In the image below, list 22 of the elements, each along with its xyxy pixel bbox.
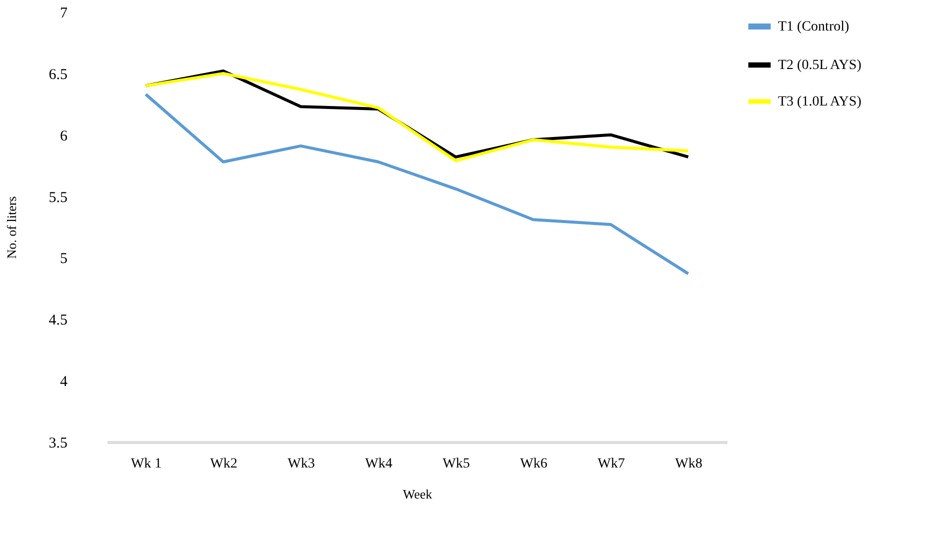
x-tick-label: Wk7 — [598, 456, 625, 472]
line-series — [144, 92, 690, 276]
y-tick-label: 5.5 — [48, 190, 68, 206]
y-tick-label: 6.5 — [48, 66, 68, 83]
y-tick-label: 4 — [60, 374, 68, 390]
y-tick-label: 4.5 — [48, 312, 68, 329]
legend-label: T2 (0.5L AYS) — [778, 58, 862, 73]
x-tick-label: Wk4 — [365, 456, 392, 472]
y-tick-label: 5 — [60, 251, 68, 268]
y-tick-label: 7 — [60, 6, 68, 22]
legend-label: T1 (Control) — [778, 20, 850, 34]
y-axis-title: No. of liters — [4, 196, 19, 259]
x-tick-label: Wk6 — [520, 456, 548, 472]
x-axis-title: Week — [402, 486, 433, 502]
x-tick-label: Wk5 — [442, 456, 470, 472]
y-tick-label: 6 — [60, 128, 68, 144]
x-tick-label: Wk3 — [288, 456, 315, 472]
x-tick-label: Wk 1 — [130, 456, 162, 472]
x-tick-label: Wk2 — [210, 456, 238, 472]
x-tick-label: Wk8 — [675, 456, 702, 472]
legend-label: T3 (1.0L AYS) — [778, 94, 862, 110]
y-tick-label: 3.5 — [48, 436, 68, 452]
